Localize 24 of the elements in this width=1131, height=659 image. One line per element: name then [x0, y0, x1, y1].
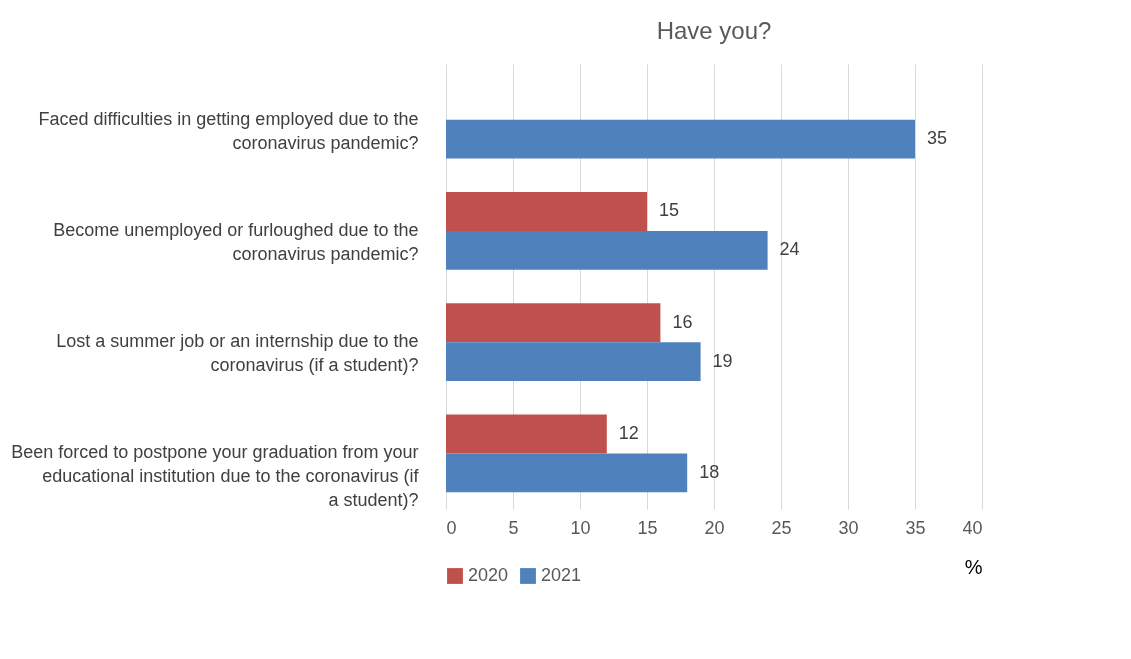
data-label: 12 [618, 422, 639, 443]
x-tick-label: 20 [704, 517, 725, 538]
x-tick-label: 30 [838, 517, 859, 538]
x-tick-label: 40 [962, 517, 983, 538]
x-tick-label: 15 [637, 517, 658, 538]
legend-label: 2021 [541, 565, 582, 585]
x-tick-label: 35 [905, 517, 926, 538]
data-label: 24 [779, 239, 800, 260]
y-tick-label: Become unemployed or furloughed due to the coronavirus pandemic? [53, 219, 419, 264]
chart-title: Have you? [656, 17, 772, 44]
x-axis-title: % [964, 555, 983, 578]
x-tick-label: 25 [771, 517, 792, 538]
data-label: 18 [699, 461, 720, 482]
data-label: 15 [659, 200, 680, 221]
y-tick-label: Lost a summer job or an internship due to the coronavirus (if a student)? [56, 331, 419, 376]
data-label: 35 [927, 128, 948, 149]
data-label: 16 [672, 311, 693, 332]
x-tick-label: 10 [570, 517, 591, 538]
x-tick-label: 5 [508, 517, 519, 538]
data-label: 19 [712, 350, 733, 371]
y-tick-label: Been forced to postpone your graduation from your educational institution due to the coronavirus (if a student)? [11, 442, 420, 511]
y-tick-label: Faced difficulties in getting employed due to the coronavirus pandemic? [38, 108, 419, 153]
legend-label: 2020 [468, 565, 509, 585]
x-tick-label: 0 [446, 517, 457, 538]
